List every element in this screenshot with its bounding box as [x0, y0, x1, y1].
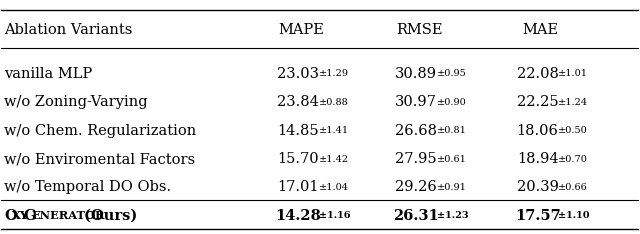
Text: w/o Zoning-Varying: w/o Zoning-Varying — [4, 95, 147, 109]
Text: ±1.42: ±1.42 — [319, 155, 349, 164]
Text: O: O — [4, 209, 17, 223]
Text: w/o Chem. Regularization: w/o Chem. Regularization — [4, 124, 196, 138]
Text: 20.39: 20.39 — [516, 180, 559, 194]
Text: (Ours): (Ours) — [79, 209, 138, 223]
Text: ±0.95: ±0.95 — [437, 69, 467, 78]
Text: Ablation Variants: Ablation Variants — [4, 23, 132, 37]
Text: 15.70: 15.70 — [277, 152, 319, 166]
Text: 23.03: 23.03 — [277, 67, 319, 81]
Text: ±0.50: ±0.50 — [558, 126, 588, 135]
Text: ±1.16: ±1.16 — [319, 211, 350, 220]
Text: 23.84: 23.84 — [277, 95, 319, 109]
Text: ±0.90: ±0.90 — [437, 98, 467, 107]
Text: 29.26: 29.26 — [396, 180, 437, 194]
Text: 30.97: 30.97 — [396, 95, 437, 109]
Text: ±0.88: ±0.88 — [319, 98, 348, 107]
Text: ENERATOR: ENERATOR — [31, 210, 105, 221]
Text: 22.25: 22.25 — [517, 95, 559, 109]
Text: w/o Temporal DO Obs.: w/o Temporal DO Obs. — [4, 180, 171, 194]
Text: 22.08: 22.08 — [516, 67, 559, 81]
Text: 26.68: 26.68 — [396, 124, 437, 138]
Text: ±0.61: ±0.61 — [437, 155, 467, 164]
Text: ±1.01: ±1.01 — [558, 69, 588, 78]
Text: ±0.66: ±0.66 — [558, 183, 588, 192]
Text: RMSE: RMSE — [396, 23, 442, 37]
Text: 18.94: 18.94 — [517, 152, 559, 166]
Text: vanilla MLP: vanilla MLP — [4, 67, 92, 81]
Text: ±1.24: ±1.24 — [558, 98, 588, 107]
Text: 14.28: 14.28 — [275, 209, 321, 223]
Text: ±0.70: ±0.70 — [558, 155, 588, 164]
Text: MAE: MAE — [522, 23, 558, 37]
Text: 14.85: 14.85 — [277, 124, 319, 138]
Text: XY: XY — [12, 210, 29, 221]
Text: ±1.23: ±1.23 — [437, 211, 468, 220]
Text: ±0.91: ±0.91 — [437, 183, 467, 192]
Text: ±1.29: ±1.29 — [319, 69, 349, 78]
Text: w/o Enviromental Factors: w/o Enviromental Factors — [4, 152, 195, 166]
Text: 26.31: 26.31 — [394, 209, 439, 223]
Text: ±1.04: ±1.04 — [319, 183, 349, 192]
Text: MAPE: MAPE — [278, 23, 324, 37]
Text: 18.06: 18.06 — [516, 124, 559, 138]
Text: 17.01: 17.01 — [277, 180, 319, 194]
Text: ±1.41: ±1.41 — [319, 126, 349, 135]
Text: 17.57: 17.57 — [515, 209, 561, 223]
Text: ±0.81: ±0.81 — [437, 126, 467, 135]
Text: ±1.10: ±1.10 — [558, 211, 590, 220]
Text: 30.89: 30.89 — [396, 67, 437, 81]
Text: 27.95: 27.95 — [396, 152, 437, 166]
Text: G: G — [23, 209, 36, 223]
